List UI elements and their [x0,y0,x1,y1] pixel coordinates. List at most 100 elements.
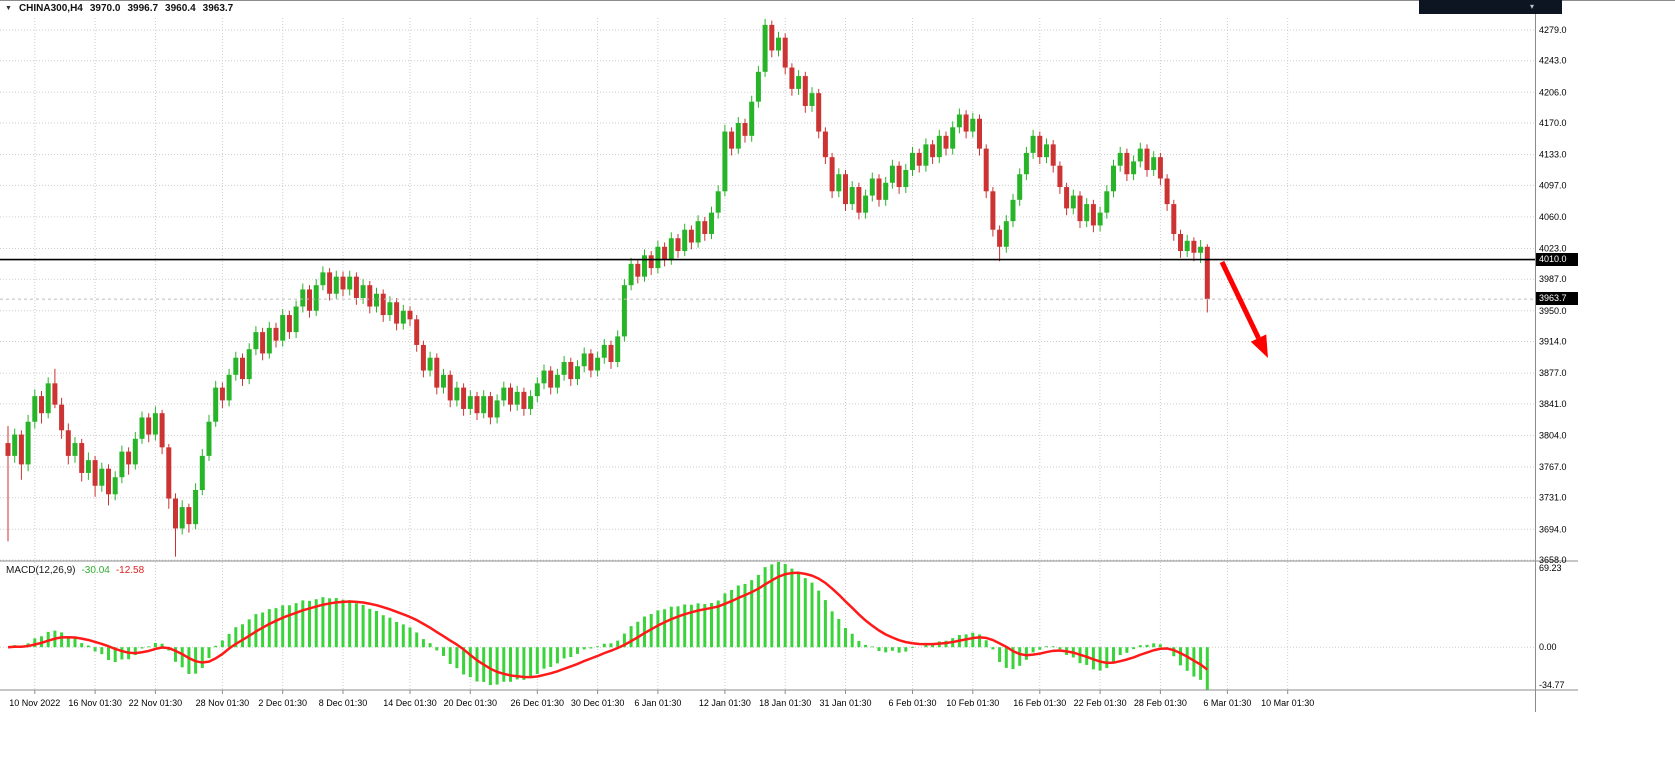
macd-signal-line [7,571,1209,679]
candle [99,468,105,486]
collapse-panel-icon[interactable]: ▾ [1529,2,1534,11]
candle [1030,135,1036,153]
candle [1070,195,1076,209]
candle [1131,161,1137,175]
bid-price-tag: 3963.7 [1536,292,1578,306]
candle [1198,246,1204,253]
candle [508,387,513,405]
candle [715,191,721,213]
time-axis-label: 28 Feb 01:30 [1134,698,1187,708]
candle [280,315,286,341]
time-axis-label: 30 Dec 01:30 [571,698,625,708]
candle [1117,152,1123,166]
time-axis[interactable]: 10 Nov 2022 16 Nov 01:30 22 Nov 01:30 28 No… [9,690,1314,708]
candle [487,396,493,418]
macd-indicator-label: MACD(12,26,9) -30.04 -12.58 [6,565,144,576]
quote-open: 3970.0 [89,3,121,14]
candle [843,174,848,205]
price-axis-label: 3950.0 [1539,306,1567,316]
candle [514,391,520,405]
candle [621,285,627,337]
candle [709,212,714,234]
candle [213,387,219,422]
candle [789,67,795,89]
candle [675,238,681,252]
candle [601,344,607,358]
macd-axis-min: -34.77 [1539,680,1565,690]
price-axis-label: 4279.0 [1539,25,1567,35]
candle [1178,233,1183,252]
candle [360,285,366,298]
candle [434,357,440,388]
candle [534,383,540,397]
time-axis-label: 12 Jan 01:30 [699,698,751,708]
candle [588,353,594,371]
candle [313,285,319,311]
time-axis-label: 6 Mar 01:30 [1203,698,1251,708]
trend-arrow-annotation[interactable] [1219,260,1268,358]
candle [548,370,554,388]
candle [25,421,31,465]
candle [18,434,24,465]
candle [72,443,78,456]
candle [427,357,433,371]
candle [1171,204,1177,234]
price-axis[interactable]: 4279.0 4243.0 4206.0 4170.0 4133.0 4097.0 4060… [1539,25,1567,565]
candle [997,229,1003,247]
candle [541,370,547,384]
candle [260,332,266,354]
candle [112,477,118,495]
candle [246,349,252,380]
candle [1164,178,1170,205]
candle [1137,148,1143,162]
price-axis-label: 3804.0 [1539,430,1567,440]
price-axis-label: 3694.0 [1539,524,1567,534]
candle [916,152,922,166]
candle [400,310,406,324]
candle [132,438,138,465]
symbol-dropdown-icon[interactable]: ▼ [5,5,12,12]
candle [166,447,172,499]
candle [79,443,85,473]
candle [293,306,299,333]
time-axis-label: 31 Jan 01:30 [819,698,871,708]
candle [936,135,942,158]
candle [1204,246,1210,300]
candle [1184,240,1190,252]
time-axis-label: 10 Mar 01:30 [1261,698,1314,708]
macd-histogram [13,562,1209,690]
candle [266,327,272,354]
candle [273,327,279,341]
macd-main-value: -30.04 [81,565,110,576]
grid [0,18,1535,690]
price-axis-label: 4060.0 [1539,212,1567,222]
candlestick-series [5,18,1210,557]
candle [568,361,574,380]
candle [950,127,956,149]
candle [219,387,225,401]
candle [642,255,647,277]
candle [1104,191,1110,213]
candle [380,293,386,316]
price-axis-label: 4133.0 [1539,150,1567,160]
candle [896,165,902,188]
candle [327,272,333,294]
price-axis-label: 3658.0 [1539,555,1567,565]
price-axis-label: 4243.0 [1539,56,1567,66]
candle [883,182,889,200]
time-axis-label: 22 Feb 01:30 [1074,698,1127,708]
candle [5,443,11,456]
candle [956,114,962,128]
hline-price-tag: 4010.0 [1536,252,1578,266]
candle [467,396,473,409]
candle [85,460,91,473]
window-chrome-strip: ▾ [1419,0,1562,14]
candle [930,144,936,158]
candle [92,460,98,486]
time-axis-label: 10 Feb 01:30 [946,698,999,708]
macd-axis[interactable]: 69.23 0.00 -34.77 [1539,563,1565,690]
candle [977,118,982,149]
time-axis-label: 14 Dec 01:30 [383,698,437,708]
